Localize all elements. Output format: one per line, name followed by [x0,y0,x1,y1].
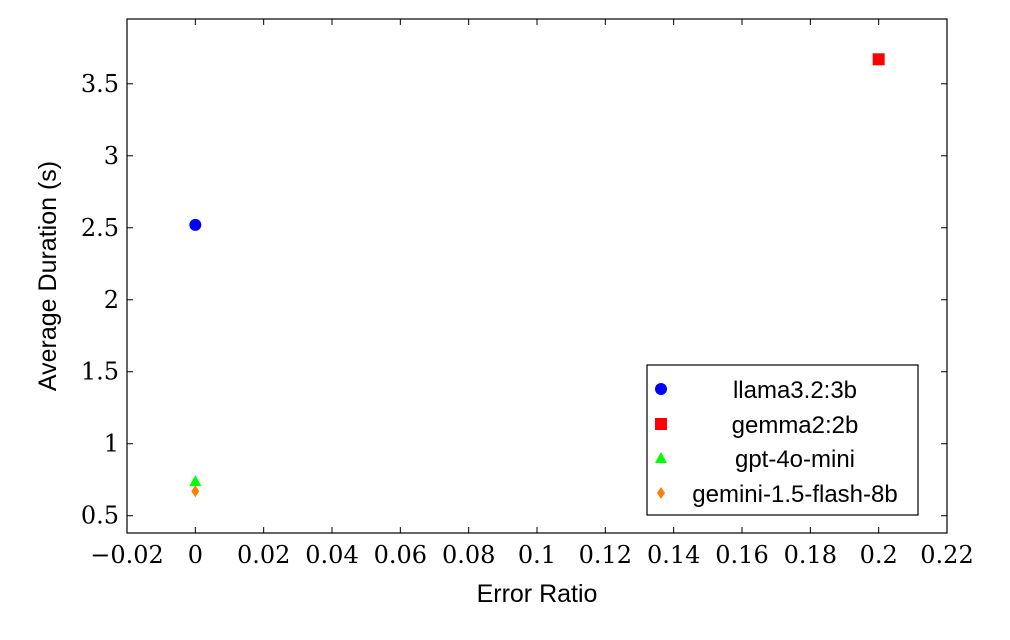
legend-marker-diamond [657,487,665,499]
x-tick-label: 0.04 [305,541,358,569]
x-axis-label: Error Ratio [477,580,598,608]
x-tick-label: 0.18 [784,541,837,569]
legend-label: gpt-4o-mini [735,446,855,473]
legend-box [646,364,919,516]
x-tick-label: 0.02 [237,541,290,569]
y-axis-label: Average Duration (s) [34,161,62,391]
y-tick-label: 3 [104,142,119,170]
data-point-circle [189,218,202,231]
x-tick-label: 0.06 [374,541,427,569]
legend-marker-circle [655,383,667,395]
x-tick-label: 0.2 [860,541,898,569]
x-tick-label: −0.02 [90,541,164,569]
data-point-square [872,53,885,66]
y-tick-label: 1.5 [81,358,119,386]
x-tick-label: 0.22 [920,541,973,569]
legend-marker-square [655,418,667,430]
y-tick-label: 2.5 [81,214,119,242]
x-tick-label: 0.08 [442,541,495,569]
y-axis-ticks: 0.5 1 1.5 2 2.5 3 3.5 [81,70,947,530]
x-tick-label: 0.1 [518,541,556,569]
legend-label: llama3.2:3b [733,377,857,404]
x-tick-label: 0.14 [647,541,700,569]
y-tick-label: 0.5 [81,502,119,530]
y-tick-label: 1 [104,430,119,458]
x-tick-label: 0.16 [715,541,768,569]
y-tick-label: 2 [104,286,119,314]
legend: llama3.2:3b gemma2:2b gpt-4o-mini gemini-1.… [646,364,919,516]
legend-label: gemma2:2b [732,412,859,439]
data-point-triangle [189,475,202,487]
legend-label: gemini-1.5-flash-8b [692,481,897,508]
y-tick-label: 3.5 [81,70,119,98]
data-point-diamond [191,485,200,498]
data-points [189,53,885,498]
x-axis-ticks: −0.02 0 0.02 0.04 0.06 0.08 0.1 0.12 0.14 0.16 0.1… [90,19,974,569]
x-tick-label: 0.12 [579,541,632,569]
x-tick-label: 0 [188,541,203,569]
legend-marker-triangle [655,452,667,463]
